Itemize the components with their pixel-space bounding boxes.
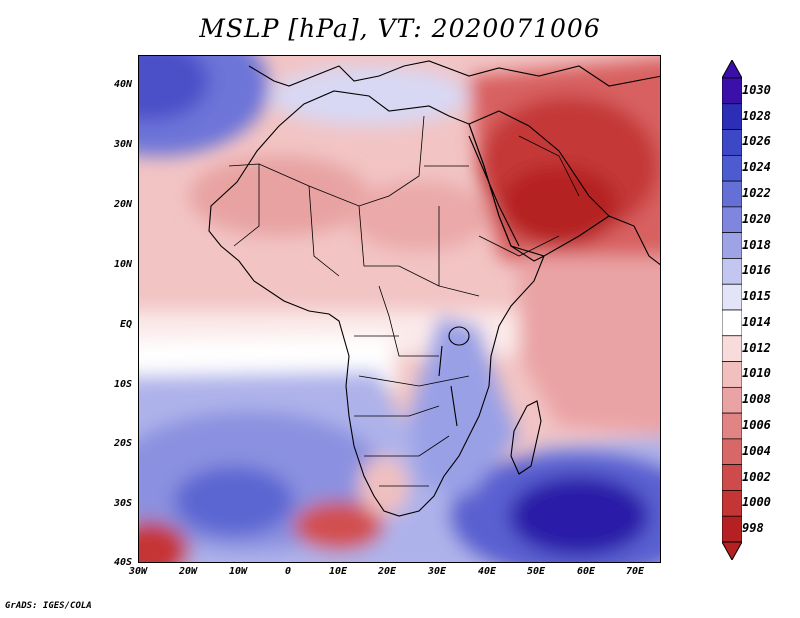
colorbar-level-label: 1004 — [742, 443, 771, 458]
lat-label-20s: 20S — [113, 438, 132, 449]
lon-label-0: 0 — [284, 566, 292, 577]
colorbar-swatch — [722, 232, 742, 259]
lon-label-40e: 40E — [477, 566, 497, 577]
colorbar-swatch — [722, 77, 742, 105]
colorbar-swatch — [722, 283, 742, 311]
lat-label-30s: 30S — [113, 498, 132, 509]
colorbar-level-label: 1016 — [742, 263, 771, 278]
colorbar-level-label: 1024 — [742, 160, 771, 175]
colorbar-level-label: 1008 — [742, 392, 771, 407]
colorbar-level-label: 1010 — [742, 366, 771, 381]
colorbar-level-label: 1030 — [742, 82, 771, 97]
grads-credit: GrADS: IGES/COLA — [5, 601, 92, 611]
lon-label-10e: 10E — [328, 566, 348, 577]
colorbar-swatch — [722, 103, 742, 130]
lat-label-20n: 20N — [113, 199, 132, 210]
colorbar-swatch — [722, 438, 742, 466]
lat-label-10s: 10S — [113, 379, 132, 390]
country-borders — [228, 115, 580, 487]
colorbar-swatch — [722, 490, 742, 517]
lon-label-20e: 20E — [377, 566, 397, 577]
lon-label-30e: 30E — [427, 566, 447, 577]
lat-label-30n: 30N — [113, 139, 132, 150]
colorbar-level-label: 1026 — [742, 134, 771, 149]
colorbar-swatch — [722, 335, 742, 362]
colorbar-swatch — [722, 386, 742, 414]
lat-label-40s: 40S — [113, 557, 132, 568]
colorbar-swatch — [722, 129, 742, 156]
pressure-field — [139, 56, 660, 562]
colorbar-level-label: 1022 — [742, 186, 771, 200]
colorbar-level-label: 998 — [742, 521, 764, 536]
colorbar-swatch — [722, 258, 742, 285]
pressure-field-shading — [139, 56, 660, 562]
lon-label-60e: 60E — [576, 566, 596, 577]
colorbar-swatch — [722, 154, 742, 182]
colorbar-level-label: 1020 — [742, 211, 771, 226]
colorbar-level-label: 1012 — [742, 340, 771, 355]
colorbar-level-label: 1018 — [742, 237, 771, 252]
lon-label-70e: 70E — [625, 566, 645, 577]
colorbar — [722, 60, 742, 560]
colorbar-level-label: 1014 — [742, 314, 771, 329]
colorbar-swatch — [722, 412, 742, 440]
colorbar-level-label: 1000 — [742, 495, 771, 510]
lat-label-10n: 10N — [113, 259, 132, 270]
colorbar-top-arrow — [722, 60, 742, 79]
colorbar-swatch — [722, 515, 742, 543]
colorbar-level-label: 1002 — [742, 469, 771, 484]
lat-label-eq: EQ — [119, 319, 132, 330]
colorbar-swatch — [722, 206, 742, 234]
colorbar-level-label: 1028 — [742, 108, 771, 123]
coastlines — [208, 60, 660, 517]
pressure-map — [138, 55, 661, 563]
colorbar-bottom-arrow — [722, 541, 742, 560]
colorbar-swatch — [722, 464, 742, 491]
colorbar-swatch — [722, 361, 742, 388]
colorbar-level-label: 1006 — [742, 418, 771, 432]
lon-label-50e: 50E — [526, 566, 546, 577]
lat-label-40n: 40N — [113, 79, 132, 90]
colorbar-swatch — [722, 309, 742, 337]
map-title: MSLP [hPa], VT: 2020071006 — [199, 14, 601, 43]
colorbar-swatch — [722, 180, 742, 208]
lon-label-30w: 30W — [128, 566, 148, 577]
lon-label-10w: 10W — [228, 566, 248, 577]
lon-label-20w: 20W — [178, 566, 198, 577]
colorbar-level-label: 1015 — [742, 289, 771, 304]
